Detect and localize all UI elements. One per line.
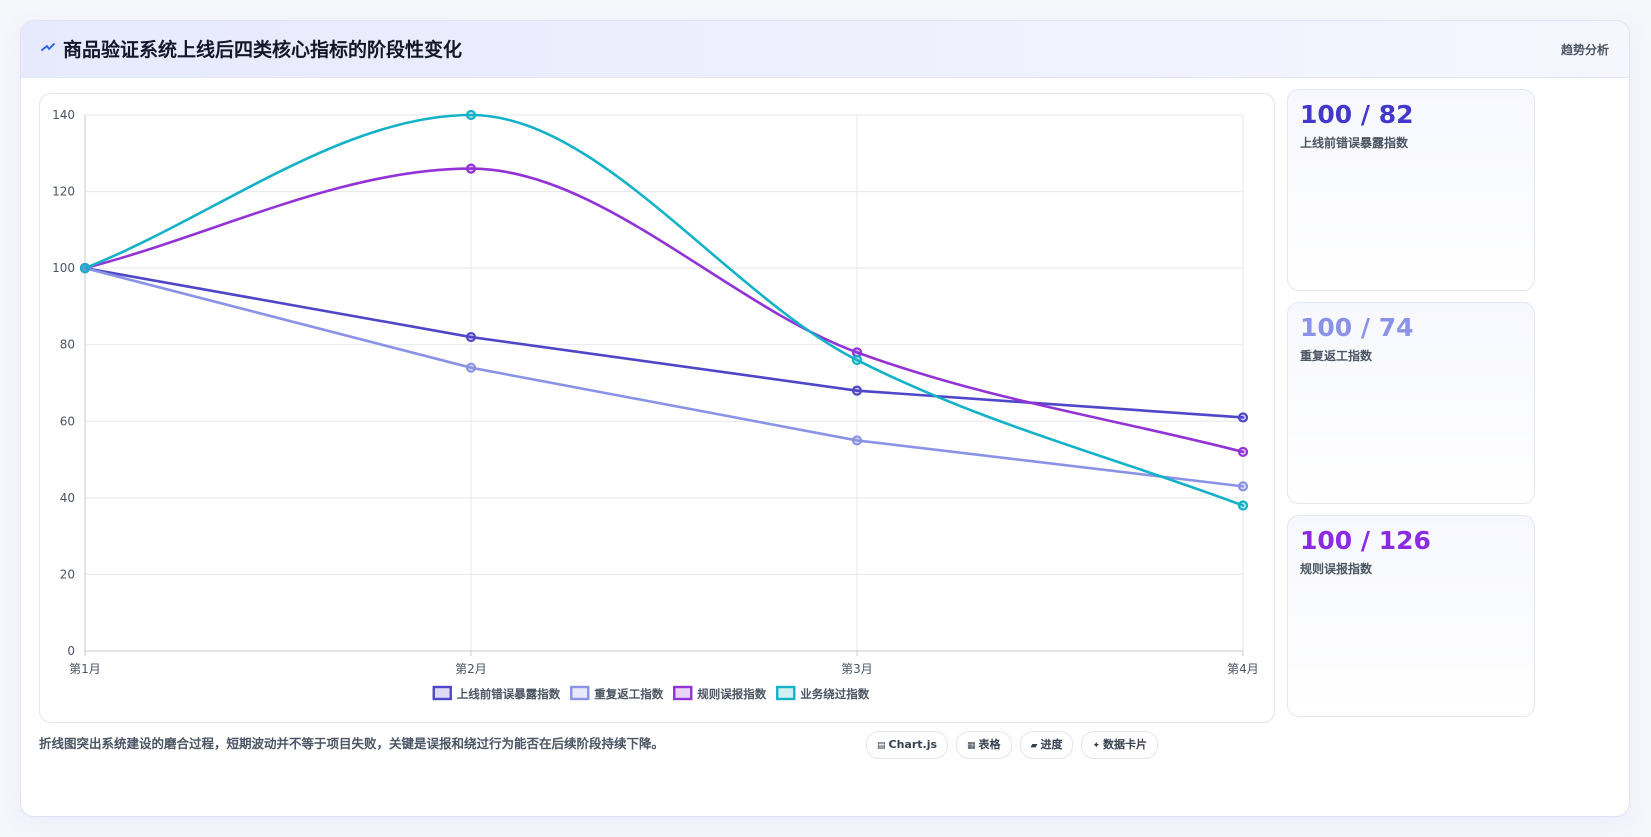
pill-label: Chart.js (888, 738, 938, 751)
pill-label: 进度 (1040, 738, 1063, 751)
pill-chartjs[interactable]: ▤ Chart.js (866, 731, 949, 759)
stat-value: 100 / 74 (1300, 313, 1414, 342)
legend-label: 业务绕过指数 (800, 687, 869, 701)
legend-swatch (673, 685, 693, 701)
grid (84, 114, 1244, 652)
axes: 0 20 40 60 80 100 120 140 第1月 第2月 第3月 第4月 (52, 108, 1259, 676)
y-tick-label: 100 (52, 261, 75, 275)
legend-item-1[interactable]: 重复返工指数 (570, 685, 664, 701)
stat-value: 100 / 126 (1300, 526, 1431, 555)
data-point[interactable] (851, 435, 863, 446)
series-line-2 (83, 167, 1245, 454)
page-title: 商品验证系统上线后四类核心指标的阶段性变化 (63, 39, 463, 61)
stat-label: 重复返工指数 (1300, 349, 1373, 363)
stat-label: 上线前错误暴露指数 (1300, 136, 1409, 150)
stat-value: 100 / 82 (1300, 100, 1414, 129)
data-point[interactable] (465, 331, 477, 343)
pill-label: 表格 (978, 738, 1001, 751)
series (79, 109, 1249, 511)
pill-progress[interactable]: ▰ 进度 (1019, 731, 1074, 759)
y-tick-label: 0 (67, 644, 75, 658)
legend-swatch (432, 685, 452, 701)
header: 商品验证系统上线后四类核心指标的阶段性变化 趋势分析 (21, 21, 1629, 78)
series-line-0 (83, 266, 1245, 419)
data-point[interactable] (1237, 481, 1249, 492)
card-icon: ✦ (1092, 741, 1101, 751)
data-point[interactable] (1237, 412, 1249, 423)
legend-swatch (776, 685, 796, 701)
legend-label: 规则误报指数 (697, 687, 766, 701)
pill-data-card[interactable]: ✦ 数据卡片 (1081, 731, 1159, 759)
trend-icon (41, 43, 55, 51)
data-point[interactable] (465, 163, 477, 174)
pill-label: 数据卡片 (1103, 738, 1148, 751)
trend-analysis-tag[interactable]: 趋势分析 (1560, 43, 1609, 57)
y-tick-label: 80 (60, 338, 75, 352)
y-tick-label: 40 (60, 491, 75, 505)
data-point[interactable] (851, 354, 863, 366)
y-tick-label: 60 (60, 414, 75, 428)
legend-label: 上线前错误暴露指数 (457, 687, 561, 701)
legend-swatch (570, 685, 590, 701)
series-line-1 (83, 266, 1245, 488)
y-tick-label: 120 (52, 185, 75, 199)
legend-item-3[interactable]: 业务绕过指数 (776, 685, 870, 701)
line-chart: 0 20 40 60 80 100 120 140 第1月 第2月 第3月 第4月 上线前错误暴露指数… (52, 108, 1259, 701)
x-tick-label: 第3月 (841, 662, 873, 676)
legend: 上线前错误暴露指数 重复返工指数 规则误报指数 业务绕过指数 (432, 685, 870, 701)
view-toggle-group: ▤ Chart.js ▦ 表格 ▰ 进度 ✦ 数据卡片 (866, 731, 1159, 759)
legend-item-0[interactable]: 上线前错误暴露指数 (432, 685, 561, 701)
footer-note: 折线图突出系统建设的磨合过程，短期波动并不等于项目失败，关键是误报和绕过行为能否… (39, 736, 665, 751)
progress-icon: ▰ (1030, 741, 1038, 751)
data-point[interactable] (851, 385, 863, 396)
legend-item-2[interactable]: 规则误报指数 (673, 685, 767, 701)
table-icon: ▦ (967, 741, 976, 751)
y-tick-label: 20 (60, 567, 75, 581)
x-tick-label: 第4月 (1227, 662, 1259, 676)
stat-card-false-alarm: 100 / 126 规则误报指数 (1287, 515, 1535, 717)
data-point[interactable] (1237, 500, 1249, 511)
chart-icon: ▤ (877, 741, 886, 751)
stat-card-rework: 100 / 74 重复返工指数 (1287, 302, 1535, 504)
data-point[interactable] (465, 109, 477, 121)
pill-table[interactable]: ▦ 表格 (956, 731, 1012, 759)
data-point[interactable] (1237, 446, 1249, 458)
y-tick-label: 140 (52, 108, 75, 122)
series-line-3 (83, 113, 1245, 507)
main-card: 商品验证系统上线后四类核心指标的阶段性变化 趋势分析 0 20 40 60 80 100 1… (20, 20, 1630, 817)
data-point[interactable] (465, 362, 477, 373)
legend-label: 重复返工指数 (594, 687, 663, 701)
data-point[interactable] (79, 263, 91, 274)
chart-panel: 0 20 40 60 80 100 120 140 第1月 第2月 第3月 第4月 上线前错误暴露指数… (39, 93, 1275, 723)
stat-card-error-exposure: 100 / 82 上线前错误暴露指数 (1287, 89, 1535, 291)
x-tick-label: 第2月 (455, 662, 487, 676)
x-tick-label: 第1月 (69, 662, 101, 676)
stat-label: 规则误报指数 (1300, 562, 1373, 576)
